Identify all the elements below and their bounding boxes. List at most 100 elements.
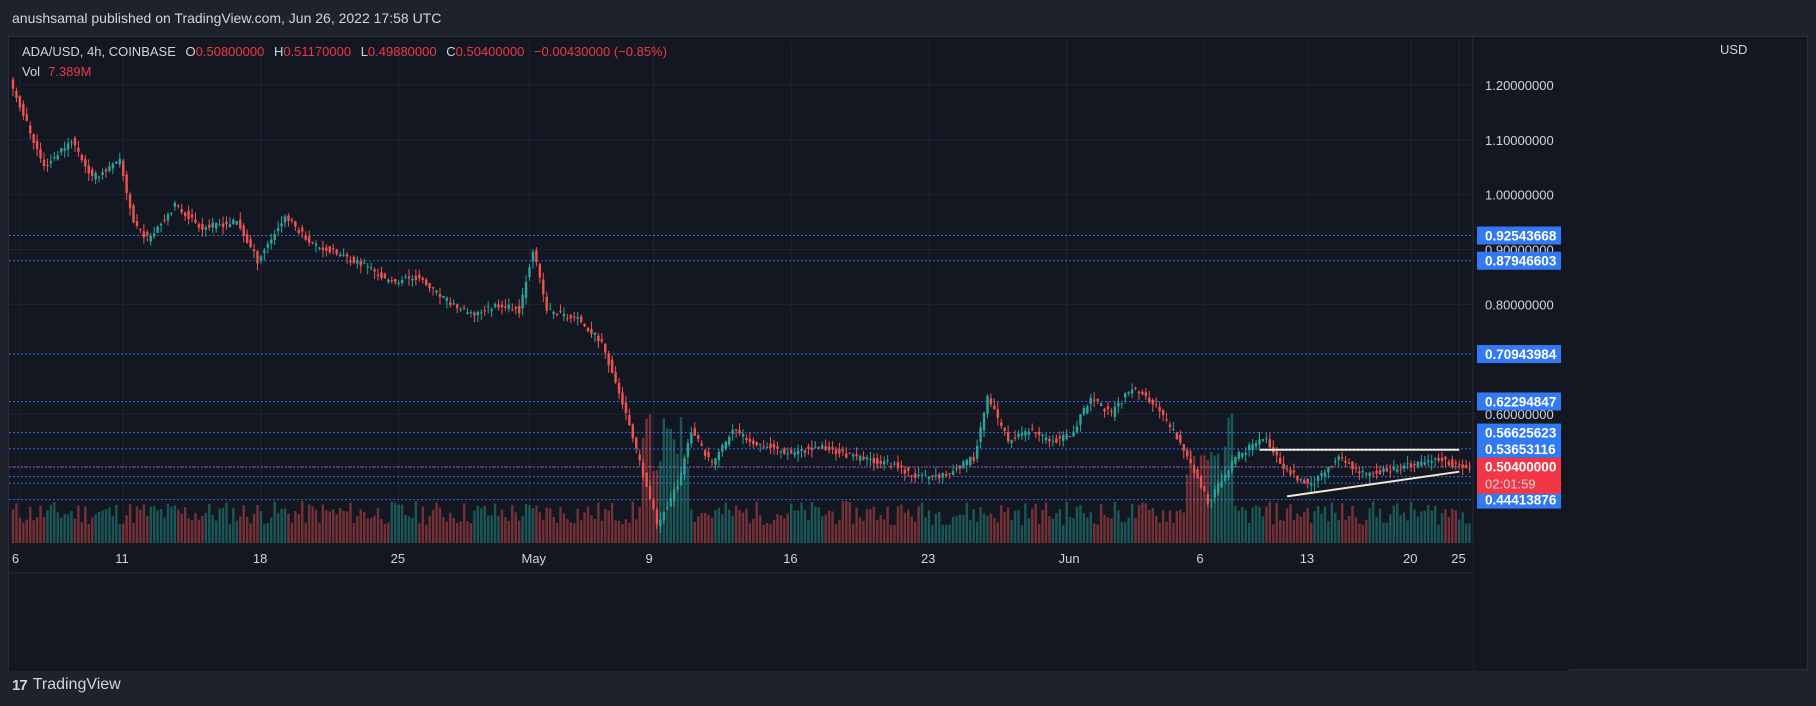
volume-label[interactable]: Vol bbox=[22, 64, 41, 79]
volume-bar bbox=[1399, 515, 1402, 543]
volume-bar bbox=[459, 521, 462, 543]
candle-body bbox=[1086, 406, 1089, 414]
volume-bar bbox=[35, 517, 39, 543]
candle-body bbox=[1268, 439, 1272, 448]
volume-bar bbox=[407, 516, 411, 543]
volume-bar bbox=[1134, 518, 1137, 543]
candle-body bbox=[149, 235, 152, 242]
open-value: 0.50800000 bbox=[195, 44, 265, 59]
volume-value: 7.389M bbox=[48, 64, 92, 79]
volume-bar bbox=[259, 511, 263, 543]
price-chart[interactable]: 1.200000001.100000001.000000000.90000000… bbox=[9, 37, 1809, 671]
candle-body bbox=[1206, 494, 1210, 504]
volume-bar bbox=[139, 509, 142, 543]
time-axis-bg bbox=[9, 543, 1473, 671]
candle-body bbox=[731, 429, 734, 434]
candle-body bbox=[1461, 464, 1464, 468]
support-trendline[interactable] bbox=[1286, 470, 1460, 498]
currency-label[interactable]: USD bbox=[1720, 42, 1748, 57]
volume-bar bbox=[1406, 520, 1409, 543]
volume-bar bbox=[772, 520, 776, 543]
candle-body bbox=[1406, 463, 1409, 465]
volume-bar bbox=[1327, 521, 1330, 543]
volume-bar bbox=[686, 466, 690, 543]
volume-bar bbox=[156, 510, 159, 543]
volume-bar bbox=[1241, 506, 1244, 543]
volume-bar bbox=[276, 513, 280, 543]
candle-body bbox=[562, 314, 566, 317]
level-tag[interactable] bbox=[1477, 490, 1561, 509]
level-tag[interactable] bbox=[1477, 226, 1561, 245]
volume-bar bbox=[70, 510, 73, 543]
volume-bar bbox=[135, 506, 139, 543]
volume-bar bbox=[425, 524, 428, 543]
symbol-label[interactable]: ADA/USD, 4h, COINBASE bbox=[22, 44, 176, 59]
volume-bar bbox=[180, 513, 183, 543]
candle-body bbox=[927, 476, 931, 480]
volume-bar bbox=[25, 519, 28, 543]
volume-bar bbox=[989, 513, 993, 543]
candle-body bbox=[1334, 460, 1337, 462]
volume-bar bbox=[638, 507, 641, 543]
candle-body bbox=[586, 327, 590, 332]
volume-bar bbox=[418, 523, 421, 543]
volume-bar bbox=[1220, 469, 1223, 543]
candle-body bbox=[239, 219, 242, 229]
candle-body bbox=[431, 287, 435, 289]
candle-body bbox=[1158, 406, 1161, 412]
candle-body bbox=[32, 134, 35, 143]
chart-pane[interactable]: 1.20000000 1.10000000 1.00000000 0.90000000… bbox=[8, 36, 1809, 671]
volume-bar bbox=[301, 501, 304, 543]
candle-body bbox=[951, 471, 955, 475]
volume-bar bbox=[1175, 511, 1179, 543]
volume-bar bbox=[1334, 512, 1337, 543]
candle-body bbox=[1216, 483, 1220, 494]
volume-bar bbox=[211, 515, 214, 543]
candle-body bbox=[118, 158, 121, 165]
volume-bar bbox=[411, 517, 414, 543]
volume-bar bbox=[421, 506, 424, 543]
candle-body bbox=[1230, 461, 1234, 471]
volume-bar bbox=[944, 524, 948, 543]
volume-bar bbox=[235, 520, 239, 543]
volume-bar bbox=[1461, 512, 1464, 543]
candle-body bbox=[838, 448, 841, 454]
level-tag[interactable] bbox=[1477, 345, 1561, 364]
level-tag[interactable] bbox=[1477, 423, 1561, 442]
current-price-tag[interactable] bbox=[1477, 457, 1561, 494]
candle-body bbox=[84, 159, 87, 167]
level-tag[interactable] bbox=[1477, 251, 1561, 270]
level-tag[interactable] bbox=[1477, 439, 1561, 458]
volume-bar bbox=[335, 514, 338, 543]
volume-bar bbox=[232, 507, 235, 543]
volume-bar bbox=[569, 522, 573, 543]
candle-body bbox=[276, 228, 280, 232]
volume-bar bbox=[183, 507, 187, 543]
candle-body bbox=[855, 454, 858, 457]
volume-bar bbox=[755, 501, 758, 543]
candle-body bbox=[1192, 465, 1196, 473]
candle-body bbox=[1416, 461, 1420, 467]
candle-body bbox=[676, 486, 679, 489]
volume-bar bbox=[1454, 510, 1457, 543]
candle-body bbox=[511, 309, 514, 311]
volume-bar bbox=[741, 512, 745, 543]
candle-body bbox=[180, 209, 183, 213]
candle-body bbox=[1289, 469, 1292, 475]
time-tick-label: 20 bbox=[1403, 551, 1417, 566]
candle-body bbox=[848, 452, 851, 454]
volume-bar bbox=[177, 509, 180, 543]
volume-bar bbox=[84, 506, 87, 543]
volume-bar bbox=[1110, 518, 1113, 543]
candle-body bbox=[641, 462, 645, 477]
candle-body bbox=[462, 307, 466, 309]
volume-bar bbox=[559, 506, 562, 543]
tradingview-footer[interactable]: 17 TradingView bbox=[12, 676, 121, 694]
level-tag[interactable] bbox=[1477, 392, 1561, 411]
candle-body bbox=[232, 219, 235, 225]
close-label: C bbox=[446, 44, 456, 59]
candle-body bbox=[425, 279, 428, 286]
candle-body bbox=[886, 459, 889, 461]
volume-bar bbox=[400, 504, 404, 543]
candle-body bbox=[266, 243, 270, 248]
